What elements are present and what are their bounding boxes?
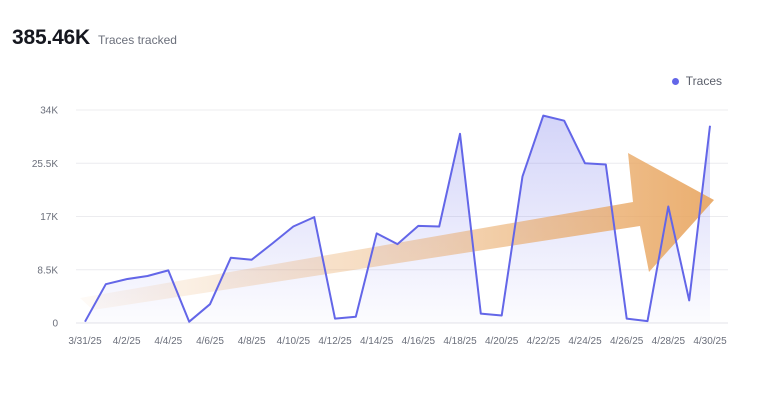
data-point-4-22-25[interactable]	[540, 113, 546, 119]
x-tick-label: 4/2/25	[113, 336, 141, 347]
x-axis-ticks: 3/31/25 4/2/25 4/4/25 4/6/25 4/8/25 4/10/25 4/…	[68, 336, 727, 347]
chart-legend[interactable]: Traces	[671, 74, 722, 88]
data-point-4-16-25[interactable]	[415, 223, 421, 229]
y-tick-label: 34K	[40, 106, 58, 117]
y-axis-ticks: 0 8.5K 17K 25.5K 34K	[32, 106, 59, 330]
data-point-4-11-25[interactable]	[311, 214, 317, 220]
data-point-4-18-25[interactable]	[457, 131, 463, 137]
x-tick-label: 4/6/25	[196, 336, 224, 347]
data-point-4-6-25[interactable]	[207, 301, 213, 307]
x-tick-label: 4/28/25	[652, 336, 686, 347]
x-tick-label: 4/8/25	[238, 336, 266, 347]
x-tick-label: 4/12/25	[318, 336, 352, 347]
x-tick-label: 3/31/25	[68, 336, 102, 347]
series-line	[82, 113, 713, 325]
x-tick-label: 4/26/25	[610, 336, 644, 347]
data-point-4-9-25[interactable]	[270, 240, 276, 246]
data-point-4-1-25[interactable]	[103, 281, 109, 287]
data-point-4-8-25[interactable]	[249, 257, 255, 263]
data-point-4-7-25[interactable]	[228, 255, 234, 261]
data-point-4-2-25[interactable]	[124, 276, 130, 282]
x-tick-label: 4/16/25	[402, 336, 436, 347]
y-tick-label: 17K	[40, 212, 58, 223]
y-tick-label: 8.5K	[37, 265, 58, 276]
data-point-4-29-25[interactable]	[686, 297, 692, 303]
data-point-4-15-25[interactable]	[395, 241, 401, 247]
trend-arrow-shape	[80, 153, 714, 310]
x-tick-label: 4/30/25	[693, 336, 727, 347]
y-tick-label: 25.5K	[32, 159, 58, 170]
data-point-4-25-25[interactable]	[603, 162, 609, 168]
y-tick-label: 0	[52, 319, 58, 330]
trend-arrow	[80, 153, 714, 310]
x-tick-label: 4/18/25	[443, 336, 477, 347]
x-tick-label: 4/10/25	[277, 336, 311, 347]
data-point-4-26-25[interactable]	[624, 316, 630, 322]
data-point-4-23-25[interactable]	[561, 118, 567, 124]
data-point-4-24-25[interactable]	[582, 160, 588, 166]
data-point-4-30-25[interactable]	[707, 123, 713, 129]
data-point-4-4-25[interactable]	[165, 267, 171, 273]
data-point-3-31-25[interactable]	[82, 319, 88, 325]
data-point-4-27-25[interactable]	[645, 318, 651, 324]
legend-dot-icon	[671, 77, 679, 85]
data-point-4-21-25[interactable]	[520, 173, 526, 179]
x-tick-label: 4/24/25	[568, 336, 602, 347]
data-point-4-28-25[interactable]	[665, 203, 671, 209]
data-point-4-3-25[interactable]	[145, 273, 151, 279]
x-tick-label: 4/20/25	[485, 336, 519, 347]
total-traces-value: 385.46K	[12, 26, 90, 49]
data-point-4-10-25[interactable]	[290, 224, 296, 230]
traces-line	[84, 114, 711, 323]
data-point-4-13-25[interactable]	[353, 314, 359, 320]
data-point-4-5-25[interactable]	[186, 319, 192, 325]
data-point-4-12-25[interactable]	[332, 316, 338, 322]
x-tick-label: 4/14/25	[360, 336, 394, 347]
data-point-4-17-25[interactable]	[436, 224, 442, 230]
summary-header: 385.46K Traces tracked	[12, 26, 177, 50]
data-point-4-14-25[interactable]	[374, 230, 380, 236]
legend-label-traces: Traces	[685, 74, 722, 88]
total-traces-label: Traces tracked	[98, 33, 177, 47]
x-tick-label: 4/22/25	[527, 336, 561, 347]
x-tick-label: 4/4/25	[154, 336, 182, 347]
data-point-4-19-25[interactable]	[478, 311, 484, 317]
data-point-4-20-25[interactable]	[499, 312, 505, 318]
